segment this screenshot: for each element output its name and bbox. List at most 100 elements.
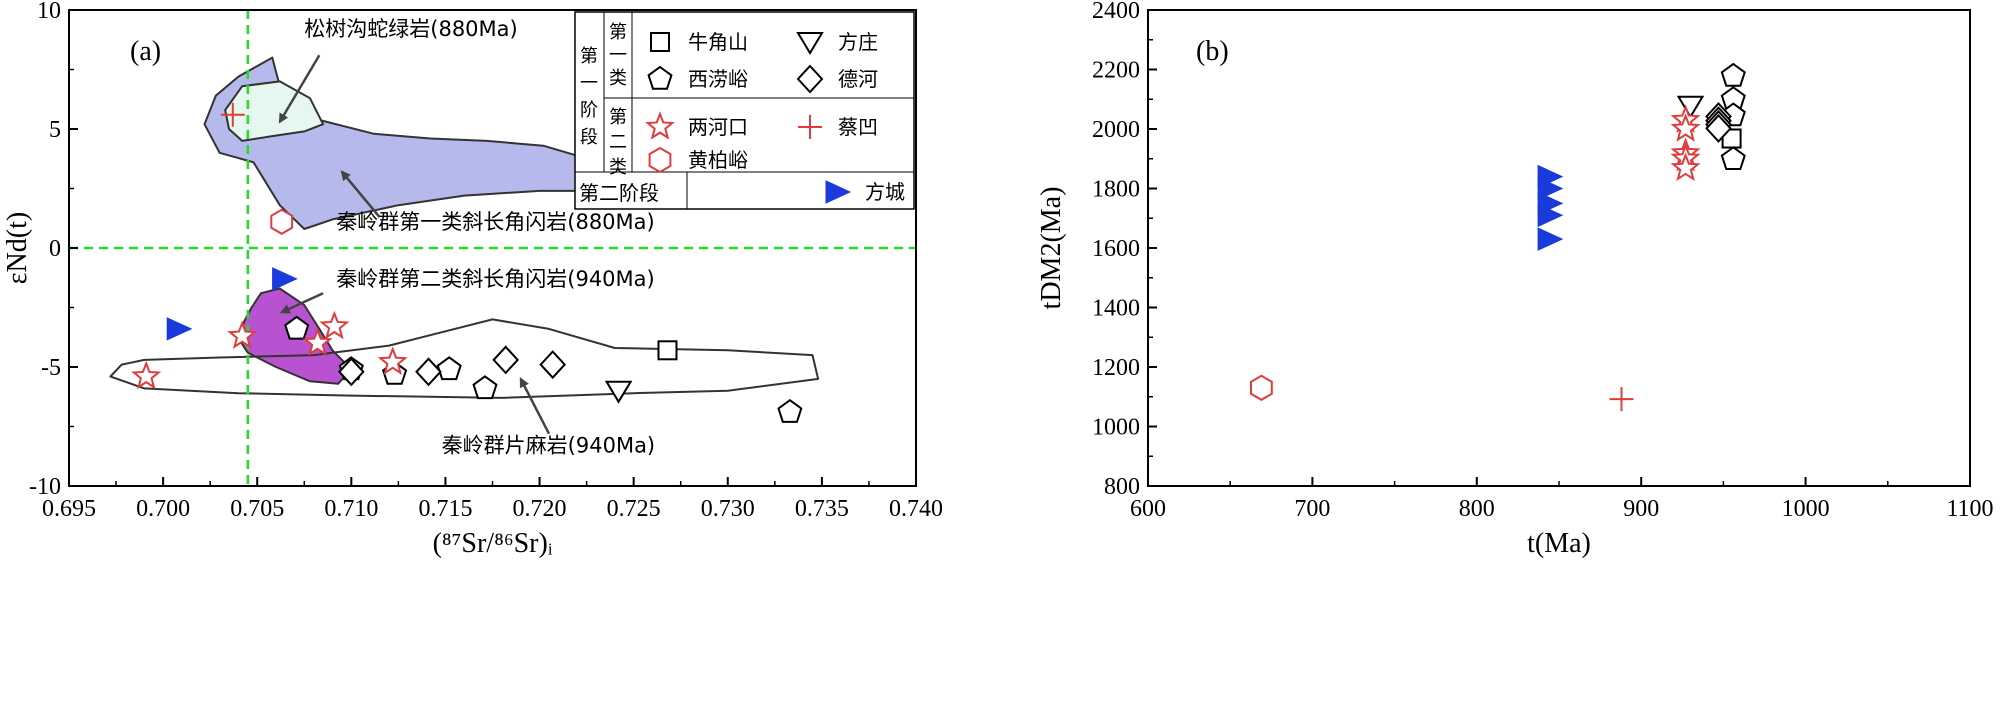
legend-marker [798, 115, 822, 139]
x-axis-title: t(Ma) [1527, 528, 1591, 559]
legend-entry-label: 方庄 [838, 30, 878, 54]
y-tick-label: -10 [29, 474, 61, 500]
diamond-marker [492, 345, 520, 375]
data-point [166, 317, 193, 341]
annotation-label: 秦岭群片麻岩(940Ma) [442, 434, 655, 458]
pentagon-marker [647, 65, 673, 90]
legend-entry-label: 两河口 [688, 115, 748, 139]
filled-triangle-marker [1537, 203, 1564, 228]
y-tick-label: 1200 [1092, 355, 1140, 381]
legend-marker [796, 64, 824, 94]
legend-entry-label: 西涝峪 [688, 67, 748, 91]
data-point [604, 380, 633, 404]
data-point [302, 327, 333, 356]
data-point [270, 208, 294, 235]
y-tick-label: 1600 [1092, 236, 1140, 262]
data-point [1250, 374, 1273, 401]
data-point [337, 357, 365, 387]
pentagon-marker [436, 356, 462, 381]
x-tick-label: 0.740 [889, 496, 943, 522]
diamond-marker [1705, 113, 1732, 143]
data-point [1670, 113, 1701, 142]
x-tick-label: 0.730 [701, 496, 755, 522]
annotation-arrow [278, 54, 321, 124]
data-point [1720, 62, 1746, 87]
triangle-marker [1676, 95, 1705, 119]
plus-marker [1609, 387, 1634, 412]
x-tick-label: 600 [1130, 496, 1166, 522]
legend-marker [796, 32, 824, 55]
annotation-arrow [340, 170, 381, 218]
legend-marker [825, 180, 852, 204]
legend-marker [650, 32, 670, 52]
hexagon-marker [1250, 374, 1273, 401]
panel-b-chart: 600 700 800 900 1000 1100 800 1000 1200 1400 1600 1… [1036, 0, 1994, 559]
y-axis-title: tDM2(Ma) [1036, 187, 1067, 310]
pentagon-marker [1720, 146, 1746, 171]
data-point [1537, 203, 1564, 228]
legend-entry-label: 方城 [865, 180, 905, 204]
y-tick-label: 0 [49, 236, 61, 262]
data-point [131, 360, 162, 390]
pentagon-marker [472, 375, 498, 400]
panel-a-chart: 0.695 0.700 0.705 0.710 0.715 0.720 0.725 0.730… [2, 0, 943, 559]
x-tick-label: 0.695 [42, 496, 96, 522]
square-marker [650, 32, 670, 52]
legend-marker [648, 146, 672, 174]
data-point [415, 357, 442, 387]
plus-marker [798, 115, 822, 139]
data-point [492, 345, 520, 375]
legend-group1-label: 第一类 [609, 22, 627, 89]
star-marker [1670, 152, 1701, 182]
x-tick-label: 0.725 [607, 496, 661, 522]
data-point [436, 356, 462, 381]
legend-group2-label: 第二类 [609, 107, 627, 178]
y-tick-label: 800 [1104, 474, 1140, 500]
data-point [539, 350, 567, 380]
x-tick-label: 700 [1294, 496, 1330, 522]
legend-entry-label: 蔡凹 [838, 115, 878, 139]
x-tick-label: 0.715 [418, 496, 472, 522]
diamond-marker [337, 357, 365, 387]
x-tick-label: 0.705 [230, 496, 284, 522]
data-point [319, 310, 350, 340]
plus-marker [220, 102, 245, 127]
triangle-marker [796, 32, 824, 55]
x-tick-label: 900 [1623, 496, 1659, 522]
annotation-arrow [519, 377, 551, 435]
x-tick-label: 800 [1459, 496, 1495, 522]
legend-entry-label: 黄柏峪 [688, 148, 748, 172]
y-tick-label: 2000 [1092, 117, 1140, 143]
x-tick-label: 0.720 [513, 496, 567, 522]
pentagon-marker [777, 398, 803, 423]
filled-triangle-marker [1537, 227, 1564, 251]
pentagon-marker [1720, 62, 1746, 87]
annotation-label: 松树沟蛇绿岩(880Ma) [304, 17, 517, 41]
triangle-marker [604, 380, 633, 404]
filled-triangle-marker [1537, 176, 1564, 201]
data-point [220, 102, 245, 127]
x-tick-label: 0.710 [324, 496, 378, 522]
annotation-label: 秦岭群第一类斜长角闪岩(880Ma) [336, 210, 654, 234]
x-axis-title: (⁸⁷Sr/⁸⁶Sr)ᵢ [433, 528, 553, 559]
data-point [284, 315, 310, 340]
data-point [1720, 146, 1746, 171]
annotation-label: 秦岭群第二类斜长角闪岩(940Ma) [336, 267, 654, 291]
data-point [777, 398, 803, 423]
legend-marker [645, 111, 675, 140]
diamond-marker [539, 350, 567, 380]
hexagon-marker [270, 208, 294, 235]
data-point [272, 267, 298, 291]
data-point [1705, 113, 1732, 143]
legend-marker [647, 65, 673, 90]
x-tick-label: 0.735 [795, 496, 849, 522]
star-marker [645, 111, 675, 140]
x-tick-label: 1000 [1782, 496, 1830, 522]
data-point [1670, 152, 1701, 182]
y-tick-label: 10 [37, 0, 61, 24]
square-marker [657, 340, 678, 361]
plot-frame [1147, 9, 1971, 487]
x-tick-label: 0.700 [136, 496, 190, 522]
